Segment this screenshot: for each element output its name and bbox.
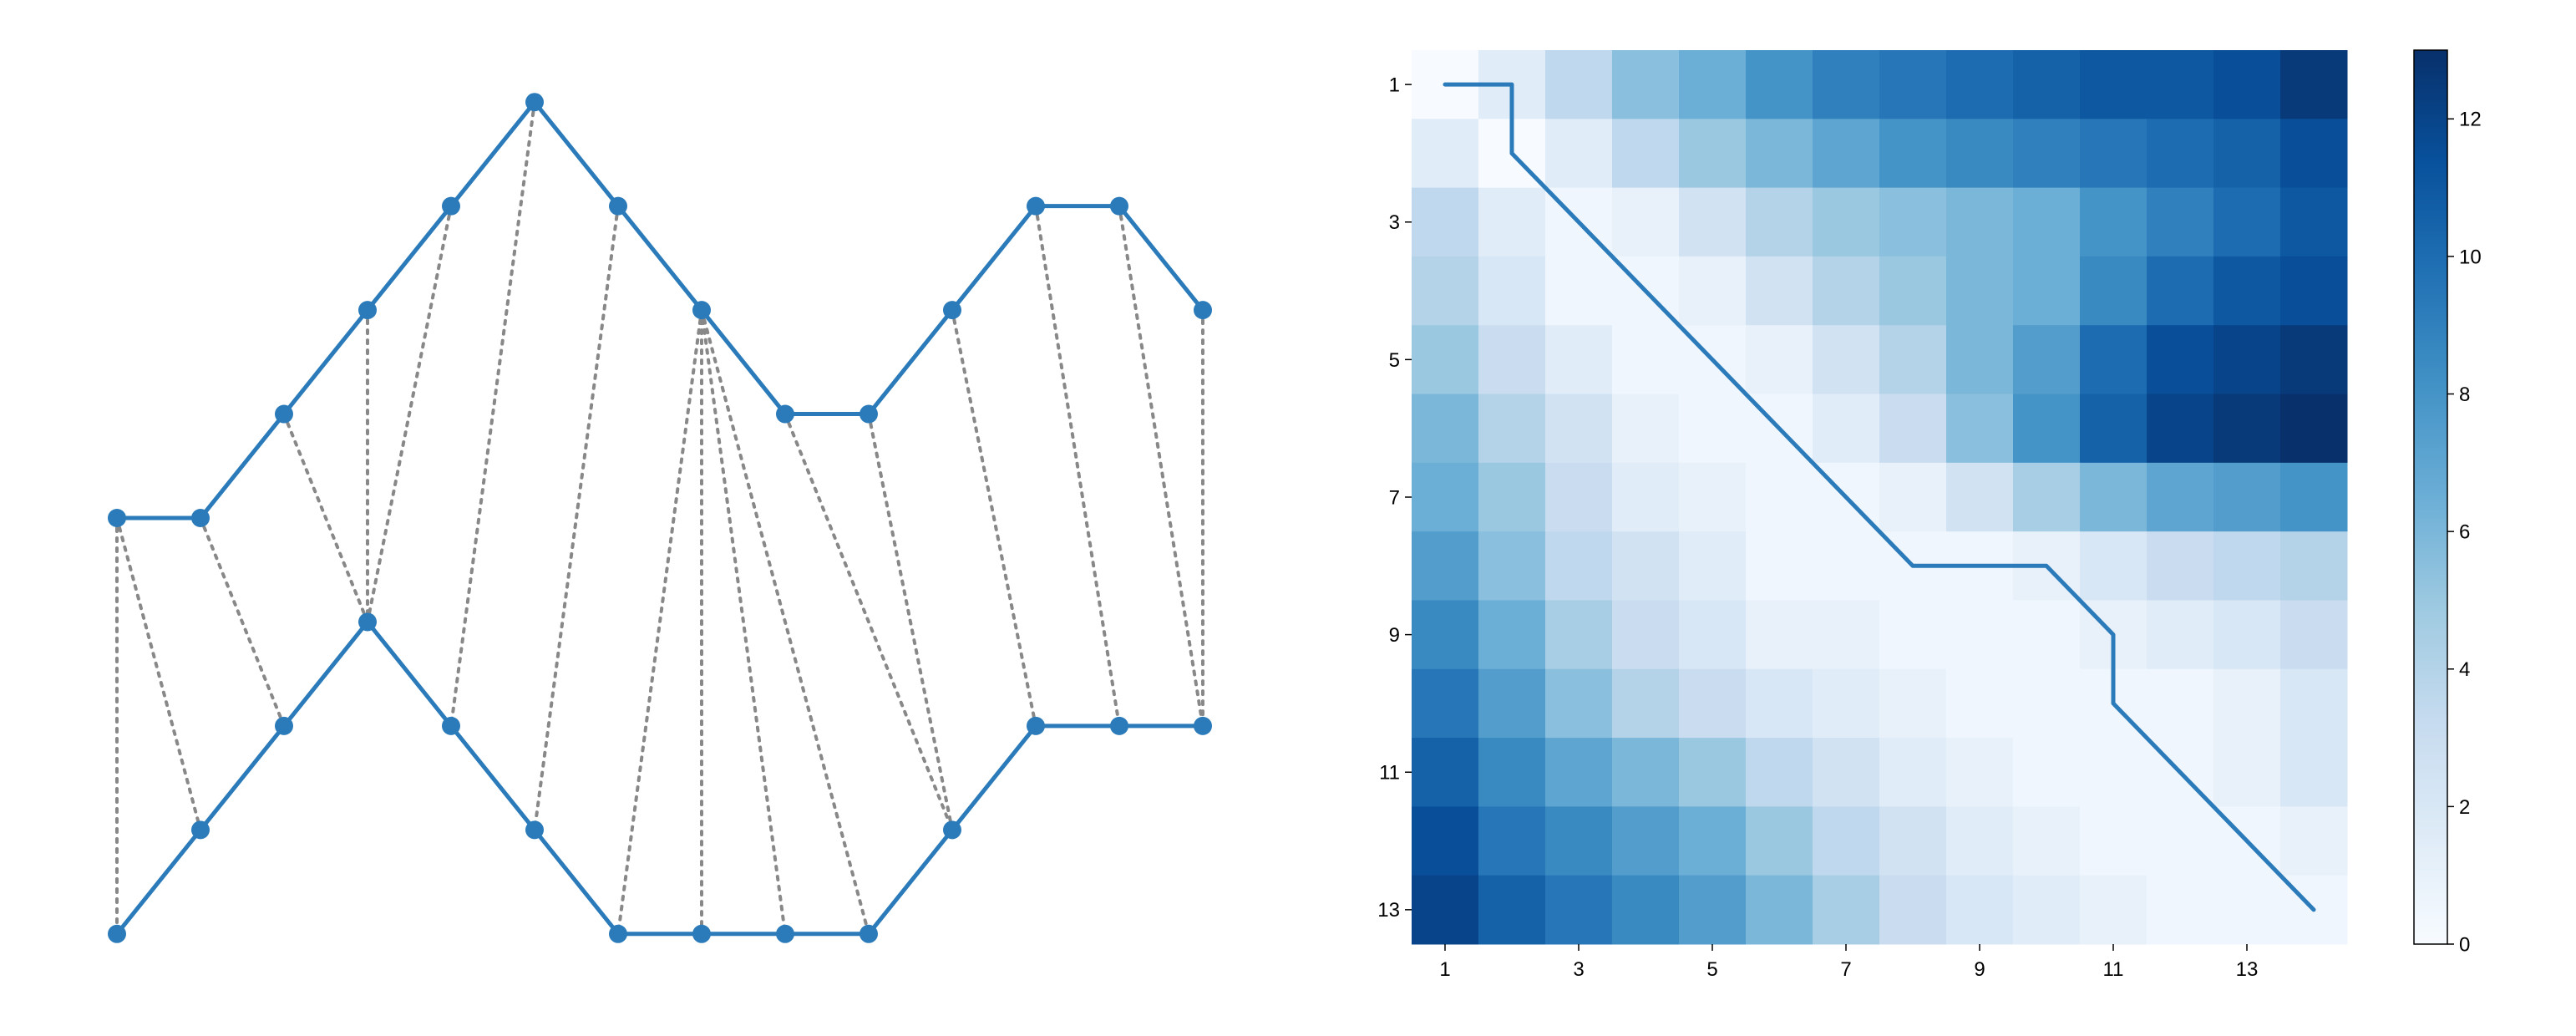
y-tick-label: 11 bbox=[1379, 762, 1400, 785]
bottom-series bbox=[108, 612, 1212, 942]
x-tick-label: 13 bbox=[2236, 958, 2259, 981]
alignment-links bbox=[117, 102, 1203, 934]
colorbar-tick-label: 12 bbox=[2459, 109, 2482, 131]
colorbar-tick-label: 4 bbox=[2459, 658, 2470, 681]
y-tick-label: 5 bbox=[1389, 349, 1400, 372]
x-tick-label: 3 bbox=[1573, 958, 1584, 981]
figure-container: 135791113135791113024681012 bbox=[0, 0, 2576, 1036]
colorbar-tick-label: 8 bbox=[2459, 383, 2470, 406]
y-tick-label: 7 bbox=[1389, 486, 1400, 509]
x-tick-label: 9 bbox=[1974, 958, 1985, 981]
x-tick-label: 1 bbox=[1439, 958, 1450, 981]
x-tick-label: 11 bbox=[2103, 958, 2124, 981]
y-tick-label: 1 bbox=[1389, 74, 1400, 97]
y-tick-label: 3 bbox=[1389, 211, 1400, 234]
colorbar-tick-label: 10 bbox=[2459, 246, 2482, 268]
y-tick-label: 9 bbox=[1389, 624, 1400, 647]
right-heatmap: 135791113135791113024681012 bbox=[1336, 33, 2539, 1003]
x-tick-label: 5 bbox=[1706, 958, 1717, 981]
colorbar-tick-label: 0 bbox=[2459, 933, 2470, 956]
heatmap-cells bbox=[1412, 50, 2348, 945]
top-series bbox=[108, 93, 1212, 527]
x-tick-label: 7 bbox=[1840, 958, 1851, 981]
colorbar: 0 2 4 6 8 10 12 bbox=[2414, 50, 2482, 956]
colorbar-tick-label: 6 bbox=[2459, 521, 2470, 544]
y-tick-label: 13 bbox=[1377, 899, 1400, 922]
colorbar-tick-label: 2 bbox=[2459, 796, 2470, 819]
left-line-chart bbox=[33, 33, 1286, 1003]
